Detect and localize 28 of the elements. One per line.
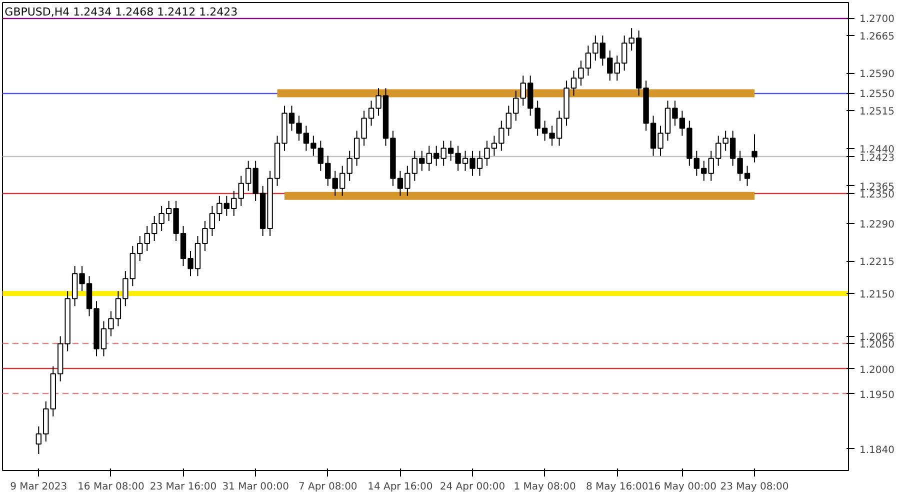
chart-title: GBPUSD,H4 1.2434 1.2468 1.2412 1.2423	[4, 6, 238, 18]
x-tick-label: 7 Apr 08:00	[298, 482, 358, 492]
y-tick-label: 1.2290	[860, 219, 894, 230]
ref-line-label: 1.1950	[860, 390, 894, 401]
ref-line-label: 1.2350	[860, 189, 894, 200]
ref-line-label: 1.2700	[860, 14, 894, 26]
y-tick-label: 1.2590	[860, 69, 894, 80]
ref-line-label: 1.2000	[860, 364, 894, 376]
x-tick-label: 9 Mar 2023	[10, 482, 68, 492]
x-tick-label: 1 May 08:00	[514, 482, 576, 492]
candlestick	[137, 236, 143, 262]
y-tick-label: 1.2215	[860, 257, 894, 268]
x-tick-label: 16 Mar 08:00	[78, 482, 144, 492]
x-tick-label: 31 Mar 00:00	[222, 482, 289, 492]
candlestick	[752, 134, 758, 163]
x-tick-label: 8 May 16:00	[586, 482, 648, 492]
y-tick-label: 1.2515	[860, 106, 894, 118]
y-tick-label: 1.1840	[860, 444, 894, 456]
candlestick	[144, 225, 150, 252]
ref-line-label: 1.2423	[860, 152, 894, 164]
x-tick-label: 23 May 08:00	[720, 482, 789, 492]
ref-line-label: 1.2150	[860, 290, 894, 301]
x-tick-label: 24 Apr 00:00	[440, 482, 506, 492]
ref-line-label: 1.2550	[860, 89, 894, 100]
x-tick-label: 23 Mar 16:00	[150, 482, 217, 492]
y-tick-label: 1.2665	[860, 32, 894, 43]
x-tick-label: 14 Apr 16:00	[368, 482, 433, 492]
x-tick-label: 16 May 00:00	[648, 482, 716, 492]
